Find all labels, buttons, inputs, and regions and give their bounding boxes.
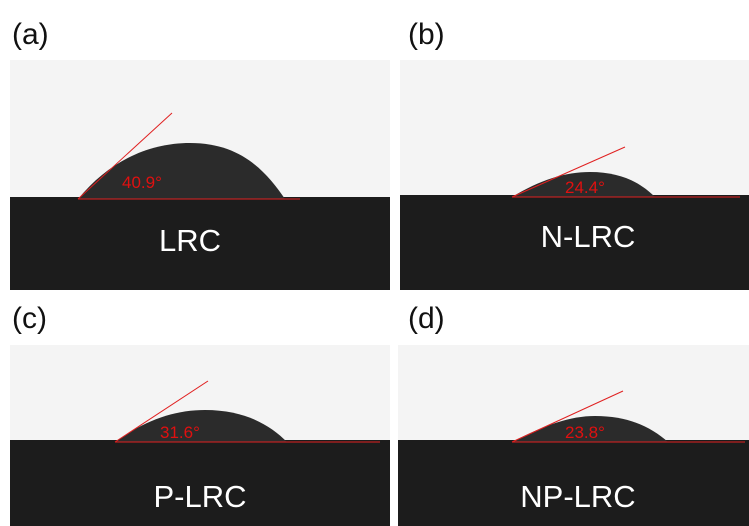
angle-label: 40.9°: [122, 173, 162, 192]
sample-label: P-LRC: [153, 479, 246, 514]
figure: (a) 40.9° LRC (b) 24.4° N-LRC (c) 31.6° …: [0, 0, 749, 526]
panel: (c) 31.6° P-LRC: [10, 302, 390, 526]
panel-label: (d): [408, 302, 445, 335]
panel: (b) 24.4° N-LRC: [400, 18, 749, 290]
panel-label: (b): [408, 18, 445, 51]
angle-label: 23.8°: [565, 423, 605, 442]
angle-label: 31.6°: [160, 423, 200, 442]
sample-label: LRC: [159, 223, 221, 258]
panel: (a) 40.9° LRC: [10, 18, 390, 290]
sample-label: N-LRC: [541, 219, 636, 254]
panel: (d) 23.8° NP-LRC: [398, 302, 749, 526]
panel-label: (c): [12, 302, 47, 335]
angle-label: 24.4°: [565, 178, 605, 197]
sample-label: NP-LRC: [520, 479, 635, 514]
panel-label: (a): [12, 18, 49, 51]
